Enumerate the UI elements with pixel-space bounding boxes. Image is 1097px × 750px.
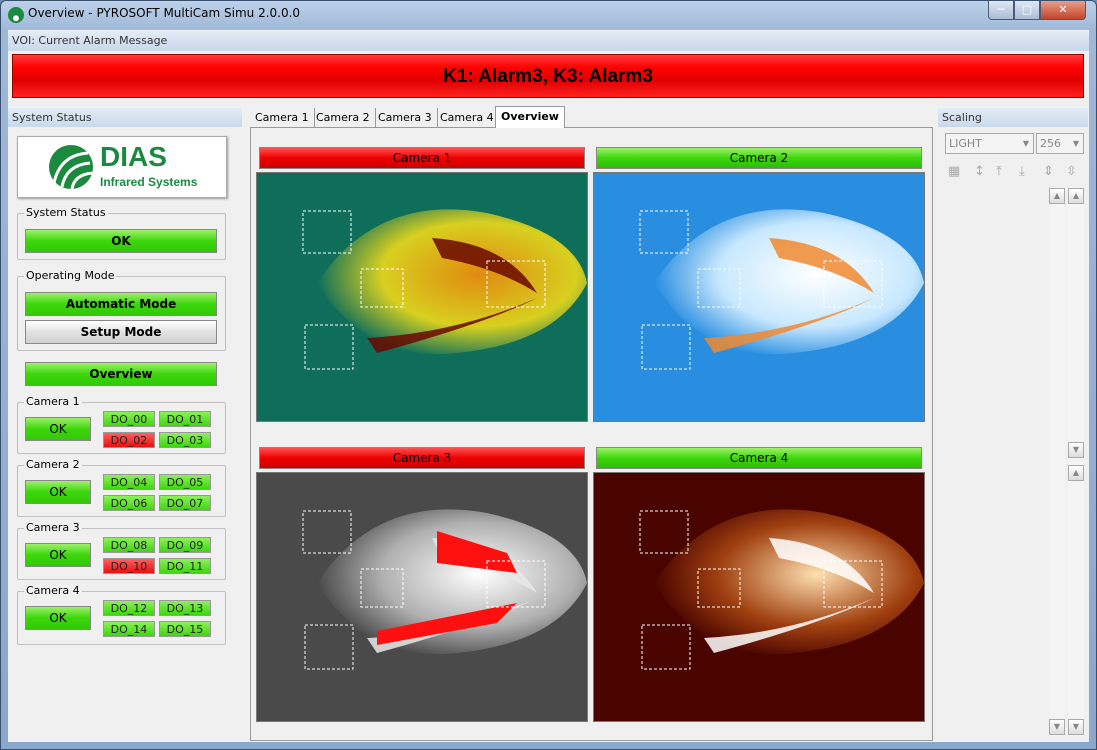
logo-brand: DIAS xyxy=(100,141,167,172)
scroll-down-button[interactable]: ▼ xyxy=(1049,719,1065,735)
tab-camera-4[interactable]: Camera 4 xyxy=(435,108,500,128)
object-silhouette xyxy=(317,509,587,655)
automatic-mode-button[interactable]: Automatic Mode xyxy=(25,292,217,316)
digital-output-do_01: DO_01 xyxy=(159,411,211,427)
system-status-indicator: OK xyxy=(25,229,217,253)
min-scale-slider[interactable] xyxy=(1049,188,1065,736)
measurement-rois xyxy=(302,210,546,370)
camera-2-title: Camera 2 xyxy=(596,147,922,169)
camera-4-status-group: Camera 4 OK DO_12 DO_13 DO_14 DO_15 xyxy=(17,584,226,645)
digital-output-do_08: DO_08 xyxy=(103,537,155,553)
digital-output-do_05: DO_05 xyxy=(159,474,211,490)
tab-camera-3[interactable]: Camera 3 xyxy=(373,108,438,128)
digital-output-do_14: DO_14 xyxy=(103,621,155,637)
scroll-down-button[interactable]: ▼ xyxy=(1068,442,1084,458)
object-silhouette xyxy=(654,209,924,355)
system-status-header: System Status xyxy=(8,108,242,127)
group-label: System Status xyxy=(24,206,108,219)
digital-output-do_15: DO_15 xyxy=(159,621,211,637)
digital-output-do_11: DO_11 xyxy=(159,558,211,574)
voi-header: VOI: Current Alarm Message xyxy=(8,31,1089,51)
camera-2-status-group: Camera 2 OK DO_04 DO_05 DO_06 DO_07 xyxy=(17,458,226,517)
overview-button[interactable]: Overview xyxy=(25,362,217,386)
hot-zone xyxy=(704,598,874,653)
group-label: Camera 4 xyxy=(24,584,82,597)
scale-settings-icon[interactable]: ▦ xyxy=(948,164,961,179)
camera-status-indicator: OK xyxy=(25,543,91,567)
digital-output-do_04: DO_04 xyxy=(103,474,155,490)
group-label: Camera 3 xyxy=(24,521,82,534)
scroll-up-button[interactable]: ▲ xyxy=(1049,188,1065,204)
alarm-region xyxy=(377,603,517,645)
camera-3-title: Camera 3 xyxy=(259,447,585,469)
scaling-header: Scaling xyxy=(938,108,1088,127)
digital-output-do_07: DO_07 xyxy=(159,495,211,511)
object-silhouette xyxy=(654,509,924,655)
object-silhouette xyxy=(317,209,587,355)
levels-select[interactable]: 256 ▼ xyxy=(1036,133,1084,154)
digital-output-do_12: DO_12 xyxy=(103,600,155,616)
window-title: Overview - PYROSOFT MultiCam Simu 2.0.0.… xyxy=(28,6,301,20)
tab-camera-1[interactable]: Camera 1 xyxy=(250,108,315,128)
scroll-down-button[interactable]: ▼ xyxy=(1068,719,1084,735)
close-button[interactable]: ✕ xyxy=(1040,1,1086,20)
system-status-group: System Status OK xyxy=(17,206,226,260)
digital-output-do_06: DO_06 xyxy=(103,495,155,511)
group-label: Operating Mode xyxy=(24,269,117,282)
camera-3-thermal-image[interactable] xyxy=(256,472,588,722)
digital-output-do_02: DO_02 xyxy=(103,432,155,448)
scroll-up-button[interactable]: ▲ xyxy=(1068,465,1084,481)
measurement-rois xyxy=(639,510,883,670)
camera-1-status-group: Camera 1 OK DO_00 DO_01 DO_02 DO_03 xyxy=(17,395,226,454)
alarm-region xyxy=(437,531,517,573)
tab-overview[interactable]: Overview xyxy=(495,106,565,128)
measurement-rois xyxy=(302,510,546,670)
digital-output-do_13: DO_13 xyxy=(159,600,211,616)
hot-zone xyxy=(367,298,537,353)
logo-mark-icon xyxy=(49,145,93,190)
scroll-up-button[interactable]: ▲ xyxy=(1068,188,1084,204)
palette-select[interactable]: LIGHT ▼ xyxy=(945,133,1034,154)
maximize-button[interactable]: □ xyxy=(1014,1,1040,20)
minimize-button[interactable]: ─ xyxy=(988,1,1014,20)
camera-status-indicator: OK xyxy=(25,606,91,630)
chevron-down-icon: ▼ xyxy=(1022,139,1029,148)
alarm-message-bar: K1: Alarm3, K3: Alarm3 xyxy=(12,54,1084,98)
setup-mode-button[interactable]: Setup Mode xyxy=(25,320,217,344)
camera-2-thermal-image[interactable] xyxy=(593,172,925,422)
camera-4-thermal-image[interactable] xyxy=(593,472,925,722)
camera-1-title: Camera 1 xyxy=(259,147,585,169)
camera-status-indicator: OK xyxy=(25,480,91,504)
fit-range-icon[interactable]: ⇕ xyxy=(1043,164,1054,179)
camera-3-status-group: Camera 3 OK DO_08 DO_09 DO_10 DO_11 xyxy=(17,521,226,580)
max-scale-slider[interactable] xyxy=(1068,188,1084,736)
camera-4-title: Camera 4 xyxy=(596,447,922,469)
hot-zone xyxy=(769,238,874,293)
camera-1-thermal-image[interactable] xyxy=(256,172,588,422)
group-label: Camera 1 xyxy=(24,395,82,408)
measurement-rois xyxy=(639,210,883,370)
logo-subtitle: Infrared Systems xyxy=(100,175,198,189)
digital-output-do_03: DO_03 xyxy=(159,432,211,448)
operating-mode-group: Operating Mode Automatic Mode Setup Mode xyxy=(17,269,226,351)
hot-zone xyxy=(367,598,537,653)
raise-min-icon[interactable]: ⤒ xyxy=(996,164,1002,179)
camera-status-indicator: OK xyxy=(25,417,91,441)
group-label: Camera 2 xyxy=(24,458,82,471)
dias-logo: DIAS Infrared Systems xyxy=(17,136,227,198)
chevron-down-icon: ▼ xyxy=(1072,139,1079,148)
digital-output-do_00: DO_00 xyxy=(103,411,155,427)
hot-zone xyxy=(432,238,537,293)
expand-range-icon[interactable]: ↕ xyxy=(974,164,985,179)
app-icon xyxy=(8,7,24,23)
hot-zone xyxy=(704,298,874,353)
levels-value: 256 xyxy=(1040,137,1061,150)
digital-output-do_09: DO_09 xyxy=(159,537,211,553)
digital-output-do_10: DO_10 xyxy=(103,558,155,574)
reset-range-icon[interactable]: ⇳ xyxy=(1066,164,1077,179)
hot-zone xyxy=(769,538,874,593)
palette-value: LIGHT xyxy=(949,137,982,150)
lower-max-icon[interactable]: ⤓ xyxy=(1019,164,1025,179)
tab-camera-2[interactable]: Camera 2 xyxy=(311,108,376,128)
